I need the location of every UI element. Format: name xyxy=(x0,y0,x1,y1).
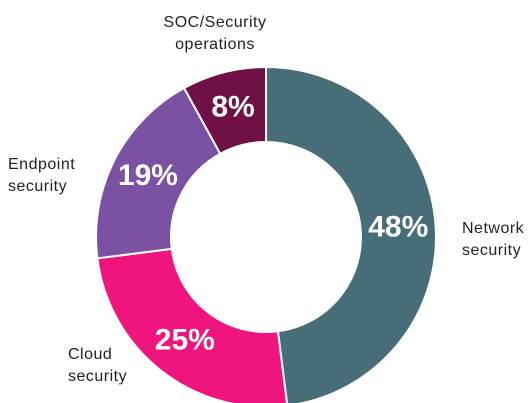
donut-segment xyxy=(265,65,437,403)
value-label: 25% xyxy=(155,324,215,357)
category-label: Cloud security xyxy=(68,346,128,385)
value-label: 19% xyxy=(118,159,178,192)
category-label: SOC/Security operations xyxy=(163,14,267,53)
value-label: 48% xyxy=(368,211,428,244)
donut-segment xyxy=(95,86,222,260)
value-label: 8% xyxy=(211,91,254,124)
category-label: Network security xyxy=(462,220,525,259)
donut-segment xyxy=(182,65,267,156)
donut-segment xyxy=(96,247,288,403)
category-label: Endpoint security xyxy=(8,156,76,195)
